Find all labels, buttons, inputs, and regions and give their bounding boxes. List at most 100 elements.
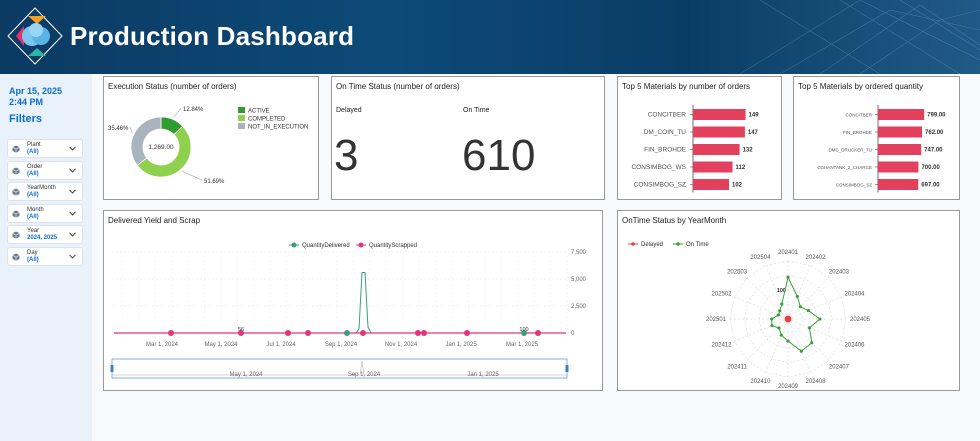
x-tick-label: May 1, 2024 xyxy=(204,342,238,348)
top5-qty-card[interactable]: Top 5 Materials by ordered quantity CONC… xyxy=(793,76,960,200)
chevron-down-icon[interactable] xyxy=(69,232,76,237)
filter-month[interactable]: Month (All) xyxy=(7,203,83,223)
data-point[interactable] xyxy=(521,330,527,336)
radar-point[interactable] xyxy=(780,302,784,306)
bar-consimbog_ws[interactable] xyxy=(693,161,733,173)
bar-dmc_drucker_tu[interactable] xyxy=(878,144,922,155)
radar-point[interactable] xyxy=(806,308,810,313)
data-annotation: 100 xyxy=(519,327,528,333)
data-point[interactable] xyxy=(285,330,291,336)
bar-fin_brohde[interactable] xyxy=(878,126,923,138)
radar-point[interactable] xyxy=(799,349,803,353)
radar-point[interactable] xyxy=(786,275,790,279)
chevron-down-icon[interactable] xyxy=(69,167,76,173)
category-label: FIN_BROHDE xyxy=(644,147,687,154)
radar-point[interactable] xyxy=(786,339,790,343)
cube-icon xyxy=(12,188,20,196)
bar-dm_coin_tu[interactable] xyxy=(693,126,745,138)
ontime-radar-card[interactable]: OnTime Status by YearMonth Delayed On Tim… xyxy=(617,210,960,391)
legend-marker xyxy=(631,242,635,246)
yield-scrap-card[interactable]: Delivered Yield and Scrap QuantityDelive… xyxy=(103,210,603,391)
data-point[interactable] xyxy=(535,330,541,336)
radar-point[interactable] xyxy=(770,317,774,321)
data-point[interactable] xyxy=(168,330,174,336)
yield-scrap-line-chart[interactable]: QuantityDelivered QuantityScrapped 7,500 5,… xyxy=(104,225,602,391)
radar-point[interactable] xyxy=(807,326,812,330)
range-handle-left[interactable] xyxy=(110,365,114,372)
radar-point[interactable] xyxy=(777,326,781,330)
donut-slice-not_in_execution[interactable] xyxy=(130,116,162,166)
filter-year[interactable]: Year 2024, 2025 xyxy=(7,225,83,244)
bar-cghantank_2_charge[interactable] xyxy=(878,161,919,173)
delayed-value: 3 xyxy=(334,131,359,180)
ontime-radar-chart[interactable]: Delayed On Time 202401 202402 202403 202404 20… xyxy=(618,225,959,391)
filter-value: 2024, 2025 xyxy=(27,235,58,241)
legend-label-on-time[interactable]: On Time xyxy=(686,242,709,248)
data-point[interactable] xyxy=(238,330,244,336)
radar-axis-label: 202412 xyxy=(711,343,732,349)
series-line-quantitydelivered[interactable] xyxy=(114,272,566,334)
chevron-down-icon[interactable] xyxy=(69,189,76,194)
radar-point[interactable] xyxy=(785,315,789,319)
category-label: CONCITBER xyxy=(845,113,872,118)
data-point[interactable] xyxy=(464,330,470,336)
data-point[interactable] xyxy=(360,330,366,336)
range-tick-label: Jan 1, 2025 xyxy=(467,372,499,378)
execution-status-card[interactable]: Execution Status (number of orders) 12.8… xyxy=(103,76,319,200)
bar-concitber[interactable] xyxy=(693,109,746,120)
radar-point[interactable] xyxy=(776,313,780,317)
radar-grid-ring xyxy=(744,275,832,363)
radar-point[interactable] xyxy=(818,317,822,321)
radar-spoke xyxy=(787,277,830,320)
filter-order[interactable]: Order (All) xyxy=(7,160,83,180)
data-point[interactable] xyxy=(421,330,427,336)
bar-value-label: 697.00 xyxy=(921,183,940,189)
ontime-kpi-card[interactable]: On Time Status (number of orders) Delaye… xyxy=(331,76,605,200)
card-title: Delivered Yield and Scrap xyxy=(108,216,201,225)
x-tick-label: Jan 1, 2025 xyxy=(445,342,477,348)
legend-swatch xyxy=(238,123,245,129)
filter-day[interactable]: Day (All) xyxy=(7,246,83,266)
radar-point[interactable] xyxy=(795,294,799,299)
filter-plant[interactable]: Plant (All) xyxy=(7,139,83,158)
radar-spoke xyxy=(787,318,842,342)
legend-label-active[interactable]: ACTIVE xyxy=(248,109,270,115)
bar-value-label: 147 xyxy=(748,130,759,136)
radar-point[interactable] xyxy=(798,305,802,309)
radar-spoke xyxy=(787,265,811,320)
bar-fin_brohde[interactable] xyxy=(693,144,740,155)
radar-point[interactable] xyxy=(770,324,774,328)
bar-consimbog_sz[interactable] xyxy=(878,179,919,190)
chevron-down-icon[interactable] xyxy=(69,210,76,216)
filter-value: (All) xyxy=(27,256,39,263)
top5-qty-bar-chart[interactable]: CONCITBER 799.00 FIN_BROHDE 762.00 DMC_DRUCK… xyxy=(794,95,959,201)
chevron-down-icon[interactable] xyxy=(69,253,76,259)
chevron-down-icon[interactable] xyxy=(69,146,76,151)
category-label: DM_COIN_TU xyxy=(644,129,687,136)
radar-point[interactable] xyxy=(810,341,814,345)
data-point[interactable] xyxy=(415,330,421,336)
filter-value: (All) xyxy=(27,170,39,177)
top5-orders-card[interactable]: Top 5 Materials by number of orders CONC… xyxy=(617,76,782,200)
donut-slice-completed[interactable] xyxy=(136,125,192,178)
filter-value: (All) xyxy=(27,149,39,155)
execution-donut-chart[interactable]: 12.84% 51.69% 35.46% 1,269.00 ACTIVE COMPLETE… xyxy=(104,90,318,200)
filter-yearmonth[interactable]: YearMonth (All) xyxy=(7,182,83,201)
range-handle-right[interactable] xyxy=(565,365,569,372)
legend-label-delayed[interactable]: Delayed xyxy=(641,242,663,248)
data-point[interactable] xyxy=(344,330,350,336)
bar-consimbog_sz[interactable] xyxy=(693,179,729,190)
radar-r-tick: 100 xyxy=(777,288,786,294)
legend-label-quantitydelivered[interactable]: QuantityDelivered xyxy=(302,243,350,249)
slice-value-label: 51.69% xyxy=(204,179,225,185)
legend-label-completed[interactable]: COMPLETED xyxy=(248,117,286,123)
legend-label-quantityscrapped[interactable]: QuantityScrapped xyxy=(369,243,417,249)
top5-orders-bar-chart[interactable]: CONCITBER 149 DM_COIN_TU 147 FIN_BROHDE 132 CO… xyxy=(618,95,781,201)
radar-point[interactable] xyxy=(779,333,783,337)
data-point[interactable] xyxy=(305,330,311,336)
legend-label-not_in_execution[interactable]: NOT_IN_EXECUTION xyxy=(248,125,308,131)
radar-point[interactable] xyxy=(778,309,782,313)
radar-spoke xyxy=(734,318,789,342)
filter-label: Order xyxy=(27,163,43,170)
bar-concitber[interactable] xyxy=(878,109,925,120)
